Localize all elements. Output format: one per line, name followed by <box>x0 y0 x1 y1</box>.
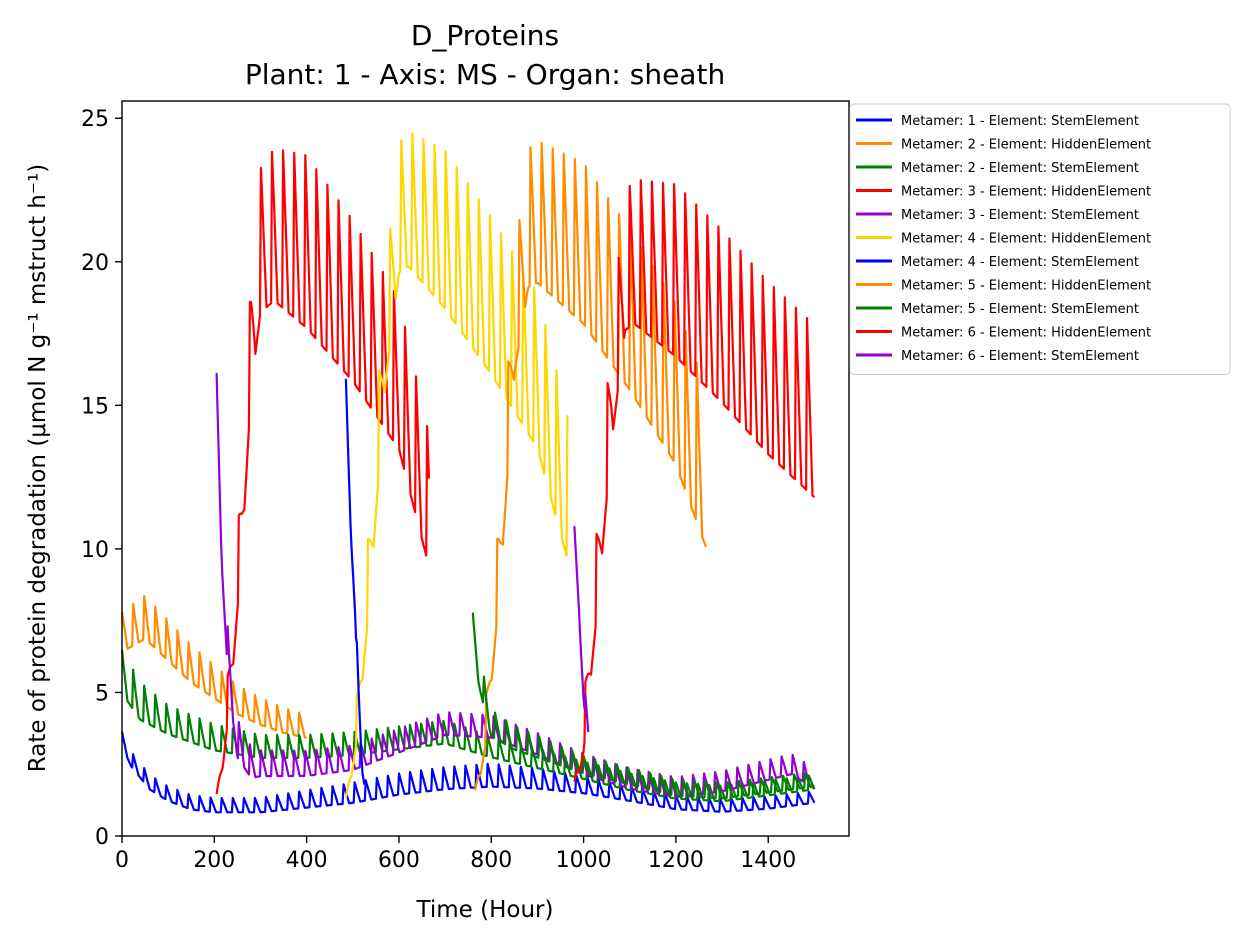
y-tick-label: 25 <box>81 107 109 132</box>
x-tick-label: 1400 <box>740 848 796 873</box>
series-line-4 <box>215 372 815 799</box>
y-tick-label: 20 <box>81 251 109 276</box>
series-line-8 <box>471 612 815 800</box>
legend-entry: Metamer: 4 - Element: HiddenElement <box>901 232 1151 247</box>
x-tick-label: 400 <box>286 848 328 873</box>
x-axis-label: Time (Hour) <box>416 897 554 923</box>
x-tick-label: 200 <box>193 848 235 873</box>
y-tick-label: 5 <box>95 681 109 706</box>
series-line-6 <box>344 378 366 785</box>
x-tick-label: 1000 <box>556 848 612 873</box>
legend-entry: Metamer: 3 - Element: StemElement <box>901 208 1139 223</box>
x-tick-label: 600 <box>378 848 420 873</box>
series-line-9 <box>573 179 816 782</box>
series-line-7 <box>474 141 707 791</box>
x-tick-label: 1200 <box>648 848 704 873</box>
series-line-0 <box>120 731 816 814</box>
series-line-5 <box>344 132 569 799</box>
legend-entry: Metamer: 6 - Element: HiddenElement <box>901 326 1151 341</box>
legend-entry: Metamer: 1 - Element: StemElement <box>901 114 1139 129</box>
legend-entry: Metamer: 5 - Element: HiddenElement <box>901 279 1151 294</box>
chart-subtitle: Plant: 1 - Axis: MS - Organ: sheath <box>245 58 725 91</box>
y-tick-label: 15 <box>81 394 109 419</box>
legend-box <box>849 103 1231 375</box>
chart-title: D_Proteins <box>411 19 559 52</box>
y-tick-label: 0 <box>95 825 109 850</box>
y-axis-label: Rate of protein degradation (μmol N g⁻¹ … <box>25 164 51 772</box>
series-line-3 <box>215 149 431 795</box>
y-tick-label: 10 <box>81 538 109 563</box>
x-tick-label: 0 <box>115 848 129 873</box>
legend-entry: Metamer: 5 - Element: StemElement <box>901 302 1139 317</box>
legend-entry: Metamer: 4 - Element: StemElement <box>901 255 1139 270</box>
legend-entry: Metamer: 3 - Element: HiddenElement <box>901 185 1151 200</box>
legend-entry: Metamer: 6 - Element: StemElement <box>901 349 1139 364</box>
series-line-10 <box>573 526 590 733</box>
x-axis: 0 200 400 600 800 1000 1200 1400 <box>115 836 796 873</box>
plot-frame <box>121 100 850 837</box>
y-axis: 0 5 10 15 20 25 <box>81 107 122 850</box>
plot-lines <box>120 132 816 814</box>
x-tick-label: 800 <box>470 848 512 873</box>
legend-entry: Metamer: 2 - Element: HiddenElement <box>901 138 1151 153</box>
legend-entry: Metamer: 2 - Element: StemElement <box>901 161 1139 176</box>
series-line-1 <box>120 595 307 739</box>
legend: Metamer: 1 - Element: StemElement Metamer… <box>849 103 1231 375</box>
